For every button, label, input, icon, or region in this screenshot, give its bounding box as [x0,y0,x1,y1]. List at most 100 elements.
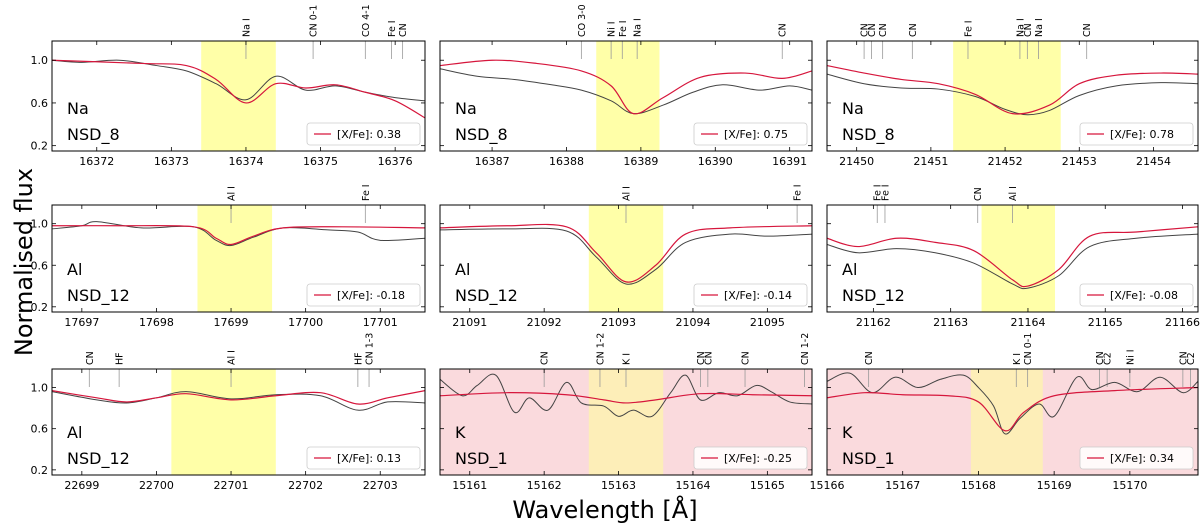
line-id-label: Na I [1015,18,1026,37]
legend [1079,122,1194,146]
x-tick-label: 17700 [288,316,323,329]
element-label: Na [455,99,477,118]
line-id-label: CN [973,187,984,201]
line-id-label: Ni I [607,21,618,37]
line-id-label: Fe I [793,184,804,201]
observed-spectrum [52,391,425,411]
line-id-label: CN [1095,351,1106,365]
line-id-label: Al I [1008,186,1019,201]
panel-4: Al I Fe I 21091 21092 21093 21094 21095 Al NSD_1… [439,184,813,329]
y-tick-label: 0.2 [31,140,49,153]
line-id-label: Na I [241,18,252,37]
model-spectrum [52,390,425,405]
line-id-label: CN [864,351,875,365]
line-id-label: CN [696,351,707,365]
legend-label: [X/Fe]: 0.75 [724,128,788,141]
panel-1: Na I CN 0-1 CO 4-1 Fe I CN 16372 16373 16374 163… [31,4,426,168]
legend [693,446,808,470]
axes-frame [826,204,1199,313]
x-tick-label: 16374 [228,155,263,168]
line-id-label: Al I [227,186,238,201]
line-id-label: CN [741,351,752,365]
fit-window [197,205,273,312]
element-label: K [842,423,853,442]
fit-window [596,41,660,151]
x-tick-label: 15170 [1112,479,1147,492]
x-tick-label: 22702 [288,479,323,492]
y-tick-label: 0.2 [31,464,49,477]
observed-spectrum [52,221,425,247]
x-tick-label: 16390 [698,155,733,168]
x-tick-label: 15164 [675,479,710,492]
x-tick-label: 21166 [1165,316,1200,329]
x-tick-label: 21163 [933,316,968,329]
axes-frame [439,40,813,152]
x-tick-label: 21450 [839,155,874,168]
line-id-label: Fe I [873,184,884,201]
line-id-label: C2 [1103,352,1114,365]
x-tick-label: 22701 [214,479,249,492]
axes-frame [51,40,426,152]
legend-label: [X/Fe]: 0.78 [1110,128,1174,141]
fit-window [953,41,1061,151]
panel-5: Fe IFe I CN Al I 21162 21163 21164 21165 21166 A… [826,184,1200,329]
legend [1079,283,1194,307]
observed-spectrum [827,233,1198,290]
x-tick-label: 21165 [1088,316,1123,329]
line-id-label: CN [908,23,919,37]
star-label: NSD_8 [67,125,120,145]
line-id-label: Fe I [387,20,398,37]
line-id-label: Fe I [880,184,891,201]
axes-frame [439,204,813,313]
line-id-label: CO 3-0 [577,4,588,37]
line-id-label: CN 1-2 [595,333,606,365]
x-tick-label: 17699 [214,316,249,329]
x-tick-label: 21451 [913,155,948,168]
fit-window [201,41,276,151]
line-id-label: C2 [1186,352,1197,365]
axes-frame [51,204,426,313]
observed-spectrum [440,373,812,418]
legend [1079,446,1194,470]
x-tick-label: 16373 [154,155,189,168]
legend [693,122,808,146]
x-tick-label: 15162 [527,479,562,492]
x-tick-label: 21453 [1062,155,1097,168]
model-spectrum [440,223,812,283]
x-tick-label: 16375 [303,155,338,168]
star-label: NSD_1 [842,449,895,469]
star-label: NSD_1 [455,449,508,469]
y-tick-label: 0.6 [31,97,49,110]
x-tick-label: 15165 [750,479,785,492]
model-spectrum [52,59,425,119]
legend-label: [X/Fe]: -0.14 [724,289,792,302]
fit-window [970,369,1043,475]
model-spectrum [827,226,1198,288]
x-tick-label: 21164 [1010,316,1045,329]
element-label: Na [842,99,864,118]
y-tick-label: 0.6 [31,423,49,436]
star-label: NSD_12 [842,286,905,306]
x-tick-label: 21092 [527,316,562,329]
line-id-label: Fe I [361,184,372,201]
axes-frame [826,368,1199,476]
element-label: Al [842,260,857,279]
line-id-label: CN 1-3 [365,333,376,365]
model-spectrum [440,59,812,115]
fit-window [171,369,276,475]
x-tick-label: 17701 [363,316,398,329]
x-tick-label: 22699 [64,479,99,492]
line-id-label: CN [398,23,409,37]
line-id-label: CN 0-1 [1023,333,1034,365]
observed-spectrum [827,73,1198,116]
line-id-label: CN 1-2 [800,333,811,365]
panel-2: CO 3-0 Ni I Fe I Na I CN 16387 16388 16389 16390… [439,4,813,168]
x-tick-label: 16388 [549,155,584,168]
x-tick-label: 21094 [675,316,710,329]
legend [306,283,421,307]
line-id-label: Al I [227,350,238,365]
